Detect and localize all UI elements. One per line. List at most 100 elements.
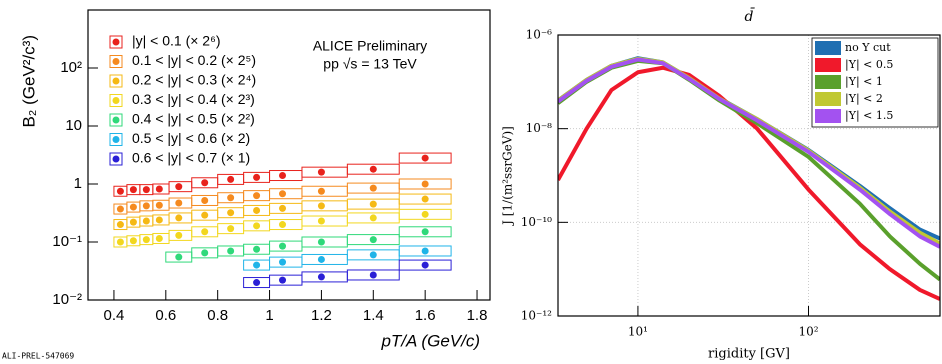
legend-label: 0.5 < |y| < 0.6 (× 2) <box>132 130 250 146</box>
x-tick-label: 10¹ <box>628 325 648 339</box>
point <box>201 179 209 187</box>
point <box>279 172 287 180</box>
point <box>253 245 261 253</box>
point <box>369 184 377 192</box>
legend-label: 0.2 < |y| < 0.3 (× 2⁴) <box>132 72 256 88</box>
x-tick-label: 1.4 <box>363 307 384 324</box>
sys-box <box>398 226 452 238</box>
plot-area <box>558 56 940 301</box>
chart-1: 10⁻¹² 10⁻¹⁰ 10⁻⁸ 10⁻⁶ 10¹ 10² d̄ rigidity [GV] J… <box>501 7 941 362</box>
point <box>175 214 183 222</box>
legend-label: 0.1 < |y| < 0.2 (× 2⁵) <box>132 52 256 68</box>
point <box>227 247 235 255</box>
y-axis-label: J [1/(m²ssrGeV)] <box>501 126 515 227</box>
point <box>421 228 429 236</box>
point <box>421 210 429 218</box>
legend-marker <box>112 97 120 104</box>
point <box>253 261 261 269</box>
point <box>253 206 261 214</box>
legend-label: 0.3 < |y| < 0.4 (× 2³) <box>132 91 255 107</box>
point <box>317 238 325 246</box>
legend-label: |Y| < 0.5 <box>845 58 893 72</box>
point <box>201 228 209 236</box>
point <box>116 238 124 246</box>
point <box>116 205 124 213</box>
x-tick-label: 1 <box>265 307 273 324</box>
x-tick-label: 10² <box>798 325 818 339</box>
point <box>421 261 429 269</box>
legend-swatch <box>815 109 841 123</box>
legend-label: |Y| < 1.5 <box>845 109 893 123</box>
point <box>175 231 183 239</box>
x-tick-label: 1.2 <box>311 307 332 324</box>
plot-frame <box>557 34 941 317</box>
x-axis-label: rigidity [GV] <box>708 347 790 362</box>
point <box>253 279 261 287</box>
legend-swatch <box>815 75 841 89</box>
sys-box <box>398 259 452 271</box>
legend-marker <box>112 77 120 85</box>
y-tick-label: 10 <box>65 117 82 134</box>
legend-marker <box>112 58 120 65</box>
point <box>317 202 325 210</box>
legend-swatch <box>815 41 841 55</box>
point <box>155 201 163 209</box>
point <box>227 209 235 217</box>
point <box>201 211 209 219</box>
legend-label: |Y| < 2 <box>845 92 883 106</box>
point <box>116 187 124 195</box>
legend-marker <box>112 136 120 143</box>
y-tick-label: 10⁻¹ <box>52 233 82 250</box>
sys-box <box>398 245 452 257</box>
legend-marker <box>112 116 120 124</box>
point <box>175 183 183 191</box>
point <box>227 194 235 202</box>
legend-swatch <box>815 92 841 106</box>
legend-label: no Y cut <box>845 41 891 54</box>
sys-box <box>398 193 452 205</box>
y-tick-label: 10⁻⁶ <box>526 28 553 42</box>
chart-0: 10⁻² 10⁻¹ 1 10 10² 0.4 0.6 0.8 1 1.2 1.4 1.6 1.8 pT/A… <box>19 9 491 350</box>
point <box>175 199 183 207</box>
point <box>317 168 325 176</box>
sys-box <box>398 152 452 164</box>
annotation: pp √s = 13 TeV <box>323 56 417 72</box>
point <box>116 221 124 229</box>
chart-title: d̄ <box>745 7 756 25</box>
y-tick-label: 10⁻⁸ <box>526 121 553 135</box>
sys-box <box>398 208 452 220</box>
point <box>421 195 429 203</box>
annotation: ALICE Preliminary <box>313 38 427 54</box>
point <box>317 187 325 195</box>
point <box>279 258 287 266</box>
x-axis-label: pT/A (GeV/c) <box>380 331 480 350</box>
point <box>227 175 235 183</box>
point <box>369 214 377 222</box>
sys-box <box>346 163 400 175</box>
sys-box <box>346 234 400 246</box>
point <box>142 217 150 225</box>
point <box>421 247 429 255</box>
point <box>279 221 287 229</box>
legend-marker <box>112 38 120 46</box>
point <box>142 236 150 244</box>
legend-swatch <box>815 58 841 72</box>
y-tick-label: 10⁻¹⁰ <box>521 215 552 229</box>
point <box>369 165 377 173</box>
point <box>155 185 163 193</box>
x-tick-label: 1.8 <box>467 307 488 324</box>
series-line <box>558 65 940 301</box>
plot-area <box>113 152 452 289</box>
point <box>279 204 287 212</box>
plot-frame <box>87 9 491 301</box>
x-tick-label: 0.4 <box>104 307 125 324</box>
point <box>421 180 429 188</box>
y-tick-label: 10⁻¹² <box>521 309 552 323</box>
point <box>369 271 377 279</box>
point <box>317 255 325 263</box>
y-tick-label: 10² <box>60 59 82 76</box>
y-axis-label: B₂ (GeV²/c³) <box>19 35 38 128</box>
point <box>227 225 235 233</box>
point <box>155 234 163 242</box>
